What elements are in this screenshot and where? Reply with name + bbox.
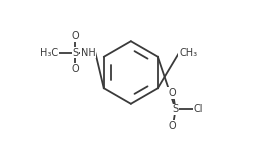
Text: H₃C: H₃C: [40, 48, 58, 58]
Text: CH₃: CH₃: [179, 48, 197, 58]
Text: O: O: [72, 31, 79, 41]
Text: Cl: Cl: [194, 105, 203, 115]
Text: NH: NH: [81, 48, 95, 58]
Text: S: S: [173, 105, 179, 115]
Text: S: S: [72, 48, 78, 58]
Text: O: O: [168, 121, 176, 131]
Text: O: O: [72, 64, 79, 74]
Text: O: O: [168, 88, 176, 98]
